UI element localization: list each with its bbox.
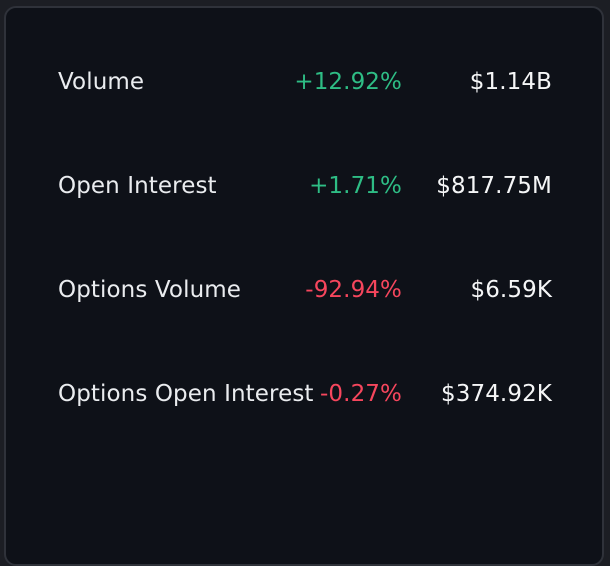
stat-value: $817.75M (436, 173, 552, 199)
stat-value: $6.59K (470, 277, 552, 303)
stat-row-options-open-interest: Options Open Interest -0.27% $374.92K (6, 374, 602, 414)
stat-change-percent: -92.94% (305, 277, 402, 303)
stat-value: $374.92K (441, 381, 552, 407)
stat-row-open-interest: Open Interest +1.71% $817.75M (6, 166, 602, 206)
stat-change-percent: -0.27% (320, 381, 402, 407)
stat-label: Volume (58, 69, 145, 95)
stat-value: $1.14B (469, 69, 552, 95)
stat-label: Options Volume (58, 277, 241, 303)
stat-change-percent: +12.92% (294, 69, 402, 95)
stat-label: Options Open Interest (58, 381, 314, 407)
stat-change-percent: +1.71% (309, 173, 402, 199)
market-stats-panel: Volume +12.92% $1.14B Open Interest +1.7… (4, 6, 604, 566)
stat-row-volume: Volume +12.92% $1.14B (6, 62, 602, 102)
stat-label: Open Interest (58, 173, 217, 199)
stat-row-options-volume: Options Volume -92.94% $6.59K (6, 270, 602, 310)
